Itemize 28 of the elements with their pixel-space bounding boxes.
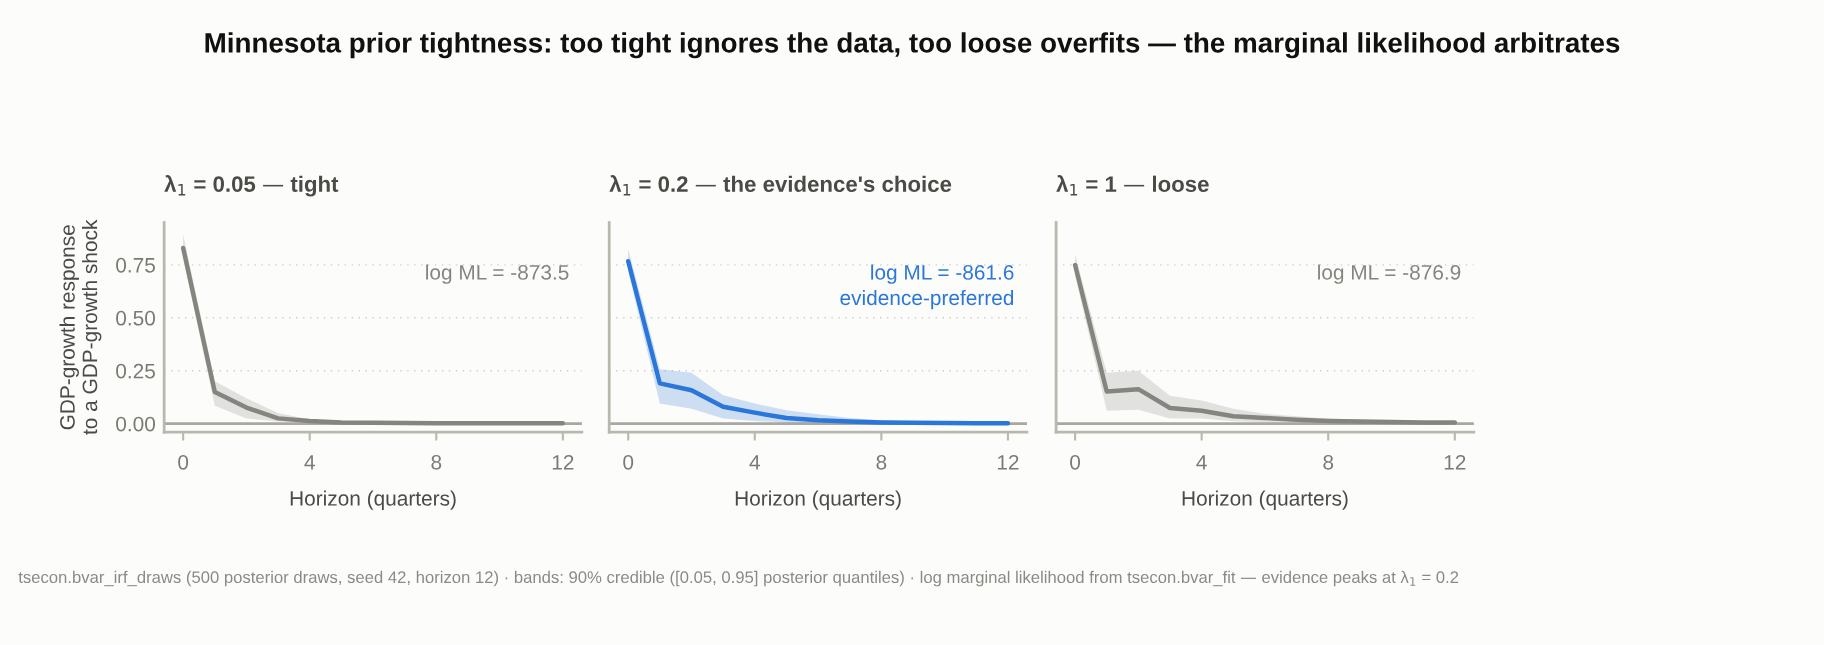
x-tick-label: 8 xyxy=(1323,454,1334,470)
y-axis-title: GDP-growth response to a GDP-growth shock xyxy=(59,219,102,435)
x-tick-label: 12 xyxy=(997,454,1019,470)
x-axis-title: Horizon (quarters) xyxy=(290,490,456,510)
y-tick-label: 0.75 xyxy=(116,257,155,273)
chart-subtitle: λ$_{1}$ = 1 — loose xyxy=(1056,175,1209,196)
annotation: log ML = -876.9 xyxy=(1318,264,1461,284)
x-tick-label: 0 xyxy=(1070,454,1081,470)
x-tick-label: 12 xyxy=(1444,454,1466,470)
x-axis-title: Horizon (quarters) xyxy=(735,490,901,510)
chart-subtitle: λ$_{1}$ = 0.05 — tight xyxy=(164,175,339,197)
text: tsecon.bvar_irf_draws (500 posterior draws, seed 42, horizon 12) · bands: 90% credible ([0.05, 0.95] posterior quantiles) · log marginal likelihood from tsecon.bvar_fit — evidence peaks at λ$_{1}$ = 0.2 xyxy=(18,570,1459,587)
y-tick-label: 0.00 xyxy=(116,416,156,432)
x-tick-label: 0 xyxy=(623,454,634,470)
y-tick-label: 0.25 xyxy=(116,363,155,379)
x-tick-label: 12 xyxy=(552,454,574,470)
text: Minnesota prior tightness: too tight ignores the data, too loose overfits — the marginal likelihood arbitrates xyxy=(205,32,1620,59)
x-tick-label: 8 xyxy=(431,454,442,470)
x-tick-label: 0 xyxy=(178,454,189,470)
annotation: log ML = -873.5 xyxy=(426,264,569,284)
x-tick-label: 4 xyxy=(304,455,315,470)
x-axis-title: Horizon (quarters) xyxy=(1182,490,1348,510)
x-tick-label: 4 xyxy=(749,455,760,470)
x-tick-label: 4 xyxy=(1196,455,1207,470)
x-tick-label: 8 xyxy=(876,454,887,470)
y-tick-label: 0.50 xyxy=(116,310,156,326)
chart-subtitle: λ$_{1}$ = 0.2 — the evidence's choice xyxy=(609,175,952,196)
annotation: log ML = -861.6 evidence-preferred xyxy=(840,264,1014,310)
